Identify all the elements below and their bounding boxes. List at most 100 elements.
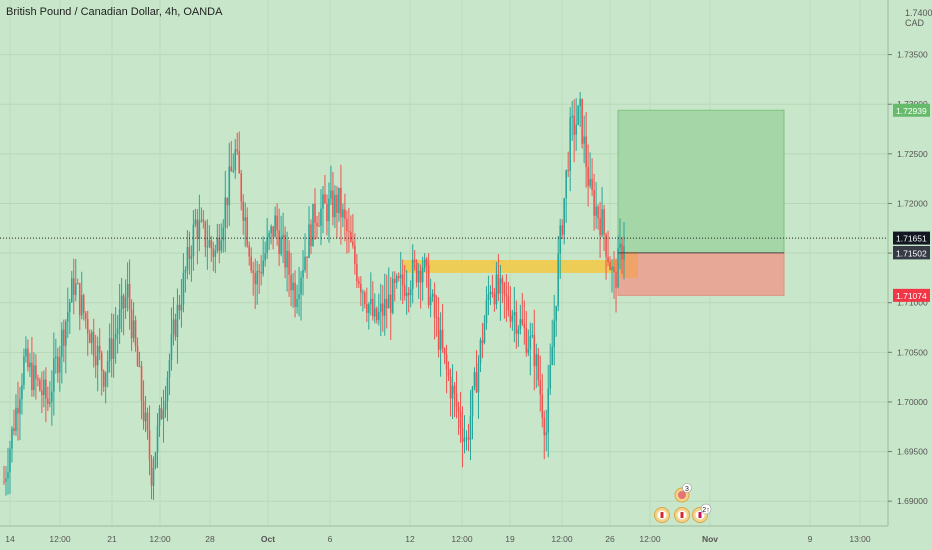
candle-body [537,354,540,381]
candle-body [451,385,454,399]
time-tick-label: 12:00 [451,534,473,544]
candle-body [356,264,358,282]
candle-body [232,170,235,172]
candle-body [479,340,482,364]
candle-body [326,203,328,222]
economic-events[interactable]: 3 2↑ [654,483,712,523]
candle-body [126,284,129,298]
candle-body [322,194,324,209]
time-tick-label: 21 [107,534,117,544]
candle-body [489,292,492,295]
candle-body [286,250,288,268]
candle-body [120,295,123,310]
candle-body [334,194,336,218]
candle-body [427,264,430,306]
price-scale[interactable]: 1.735001.730001.725001.720001.715001.710… [887,0,932,550]
candle-body [274,215,276,237]
profit-target-area[interactable] [617,109,785,254]
candle-body [82,295,85,313]
candle-body [481,340,484,344]
candle-body [132,320,135,339]
time-tick-label: Oct [261,534,275,544]
candle-body [218,237,221,251]
candle-body [278,230,280,254]
candle-body [206,246,209,248]
candle-body [579,98,581,106]
candle-body [11,428,13,449]
candle-body [611,266,613,271]
candle-body [493,293,496,305]
candle-body [364,292,366,304]
candle-body [342,209,344,218]
candle-body [499,278,502,294]
candle-body [176,304,179,337]
candle-body [585,136,587,167]
candle-body [98,346,101,353]
candle-body [368,304,370,313]
candle-body [57,356,59,373]
candle-body [234,149,237,171]
candle-body [609,261,611,271]
target-price-badge: 1.72939 [896,106,927,116]
candle-body [599,218,601,236]
stop-loss-area[interactable] [617,252,785,296]
price-tick-label: 1.69000 [897,496,928,506]
candle-body [242,201,245,221]
candle-body [457,406,460,412]
candle-body [310,224,312,246]
candle-body [523,323,526,329]
candle-body [366,303,368,313]
candle-body [505,294,508,297]
candle-body [33,365,35,391]
candle-body [423,259,426,268]
time-tick-label: 6 [328,534,333,544]
candle-body [358,281,360,284]
candle-body [222,227,225,241]
price-top-label: 1.74000 [905,8,932,18]
candle-body [389,294,392,313]
candle-body [483,322,486,344]
candle-body [152,467,155,486]
time-scale[interactable]: 14 12:00 21 12:00 28 Oct 6 12 12:00 19 12:00 26 12:0… [0,525,932,550]
candle-body [53,358,55,392]
candle-body [621,243,623,260]
current-price-badge: 1.71651 [896,234,927,244]
candle-body [172,319,175,334]
candle-body [188,246,191,259]
candle-body [459,411,462,429]
candle-body [559,225,562,254]
candle-body [565,170,567,199]
candle-body [148,430,151,460]
candle-body [401,274,404,286]
candle-body [258,270,260,273]
candle-body [411,259,414,289]
candle-body [567,170,569,172]
candle-body [439,329,442,350]
support-zone[interactable] [404,260,638,273]
candle-body [575,124,577,135]
candle-body [256,270,258,285]
candle-body [59,356,61,373]
candle-body [25,348,27,357]
candle-body [617,248,619,288]
candle-body [443,347,446,355]
candle-body [104,372,107,387]
candle-body [19,399,21,414]
candle-body [324,194,326,204]
candle-body [515,312,518,334]
candle-body [84,312,87,319]
candle-body [29,362,31,368]
candle-body [433,293,436,318]
candle-body [230,166,233,172]
candle-body [146,412,149,431]
candle-body [276,215,278,231]
candle-body [192,224,195,257]
candle-body [92,332,95,356]
candle-body [264,253,266,261]
candle-body [94,355,97,366]
candle-body [409,288,412,296]
candle-body [266,237,268,254]
candle-body [543,417,546,436]
